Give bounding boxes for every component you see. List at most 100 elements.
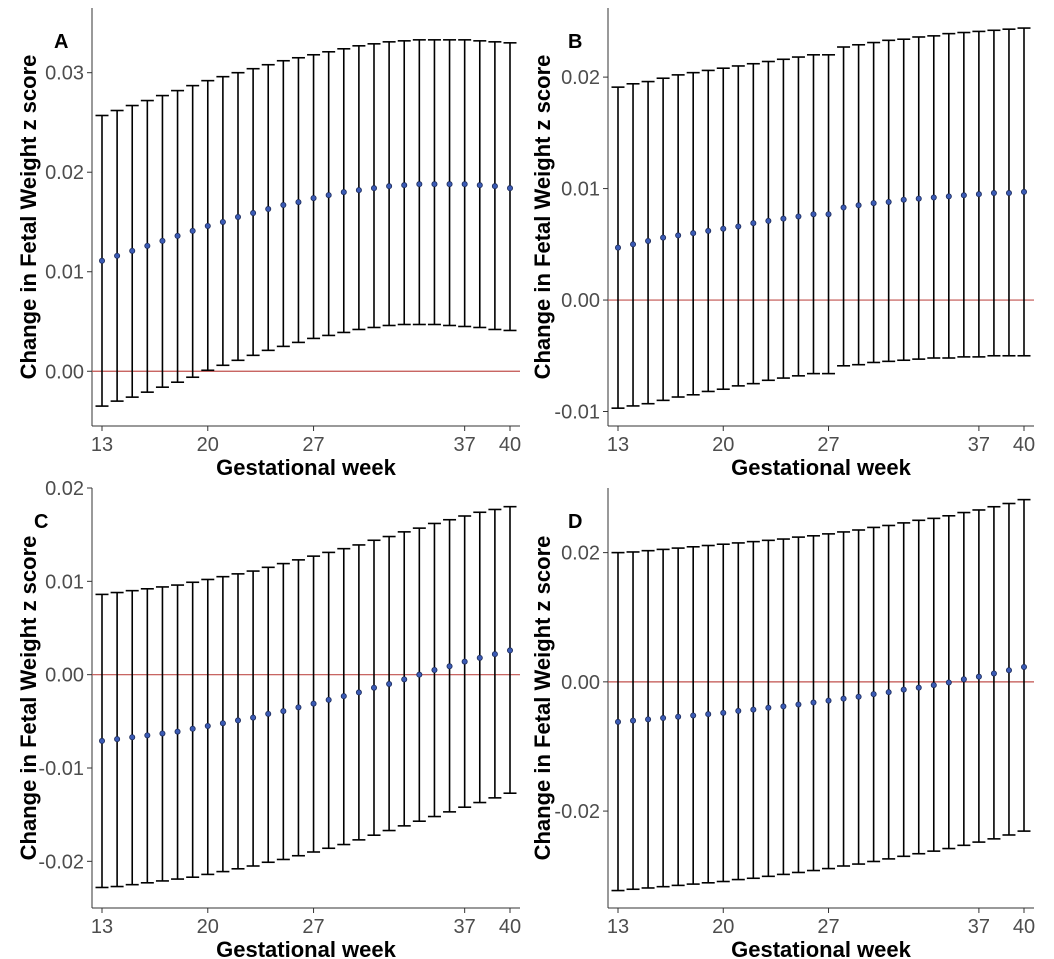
estimate-point [840,204,847,211]
estimate-point [975,673,982,680]
x-tick-label: 27 [817,434,839,456]
estimate-point [915,684,922,691]
estimate-point [810,211,817,218]
x-tick-label: 40 [1013,916,1035,938]
x-tick-label: 40 [499,434,521,456]
estimate-point [310,700,317,707]
estimate-point [250,210,257,217]
estimate-point [885,198,892,205]
estimate-point [99,737,106,744]
estimate-point [189,725,196,732]
estimate-point [491,651,498,658]
y-tick-label: 0.02 [561,67,600,89]
y-tick-label: -0.02 [554,801,600,823]
estimate-point [144,732,151,739]
x-axis-title: Gestational week [216,455,397,480]
x-tick-label: 13 [607,434,629,456]
estimate-point [885,689,892,696]
estimate-point [615,718,622,725]
estimate-point [280,202,287,209]
estimate-point [174,728,181,735]
x-tick-label: 20 [712,434,734,456]
x-tick-label: 37 [968,434,990,456]
estimate-point [325,696,332,703]
panel-b: -0.01 0.00 0.01 0.02 13 20 27 37 40 Gestational w… [530,8,1035,480]
estimate-point [825,211,832,218]
estimate-point [355,187,362,194]
estimate-point [1005,190,1012,197]
estimate-point [915,195,922,202]
x-tick-label: 37 [968,916,990,938]
estimate-point [446,181,453,188]
estimate-point [386,183,393,190]
estimate-point [900,196,907,203]
y-tick-label: 0.00 [561,290,600,312]
estimate-point [491,183,498,190]
estimate-point [750,706,757,713]
panel-d: -0.02 0.00 0.02 13 20 27 37 40 Gestational week C… [530,488,1035,959]
y-tick-label: 0.00 [45,665,84,687]
estimate-point [219,218,226,225]
x-tick-label: 27 [302,434,324,456]
estimate-point [690,230,697,237]
estimate-point [144,242,151,249]
estimate-point [705,711,712,718]
estimate-point [660,234,667,241]
estimate-point [855,202,862,209]
x-tick-label: 20 [197,434,219,456]
estimate-point [780,215,787,222]
estimate-point [735,707,742,714]
y-axis-title: Change in Fetal Weight z score [530,536,555,861]
estimate-point [219,720,226,727]
estimate-point [660,715,667,722]
estimate-point [159,730,166,737]
y-tick-label: 0.02 [45,162,84,184]
x-tick-label: 40 [1013,434,1035,456]
x-tick-label: 20 [712,916,734,938]
panel-label: D [568,511,582,533]
y-tick-label: 0.02 [45,478,84,500]
estimate-point [461,658,468,665]
estimate-point [506,647,513,654]
estimate-point [340,189,347,196]
estimate-point [1005,667,1012,674]
y-tick-label: 0.01 [561,179,600,201]
x-tick-label: 13 [91,434,113,456]
estimate-point [825,697,832,704]
estimate-point [960,676,967,683]
estimate-point [795,213,802,220]
estimate-point [159,237,166,244]
estimate-point [675,232,682,239]
estimate-point [189,227,196,234]
y-tick-label: 0.03 [45,63,84,85]
estimate-point [930,194,937,201]
y-tick-label: 0.00 [45,361,84,383]
panel-label: C [34,511,48,533]
estimate-point [675,713,682,720]
estimate-point [355,689,362,696]
estimate-point [476,182,483,189]
x-axis-title: Gestational week [216,937,397,959]
estimate-point [461,181,468,188]
estimate-point [870,200,877,207]
estimate-point [431,667,438,674]
x-tick-label: 37 [454,434,476,456]
x-axis-title: Gestational week [731,937,912,959]
panel-a: 0.00 0.01 0.02 0.03 13 20 27 37 40 Gestational we… [16,8,521,480]
estimate-point [416,671,423,678]
estimate-point [386,681,393,688]
x-tick-label: 13 [91,916,113,938]
estimate-point [975,191,982,198]
x-tick-label: 20 [197,916,219,938]
y-axis-title: Change in Fetal Weight z score [16,55,41,380]
estimate-point [340,693,347,700]
estimate-point [945,679,952,686]
estimate-point [250,714,257,721]
estimate-point [945,193,952,200]
estimate-point [265,206,272,213]
estimate-point [204,723,211,730]
estimate-point [765,704,772,711]
panel-label: A [54,31,68,53]
x-tick-label: 13 [607,916,629,938]
